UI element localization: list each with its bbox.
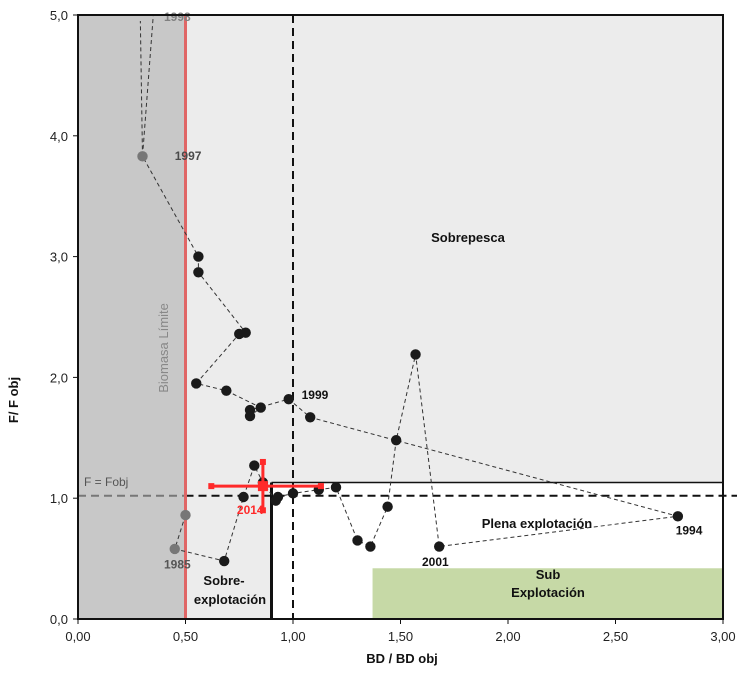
data-point — [244, 410, 256, 422]
data-point — [365, 541, 376, 552]
f-obj-label: F = Fobj — [84, 475, 128, 489]
x-tick-label: 0,00 — [65, 629, 90, 644]
y-tick-label: 4,0 — [50, 129, 68, 144]
data-point — [391, 435, 402, 446]
data-point — [219, 555, 230, 567]
data-point — [240, 327, 251, 338]
data-point — [193, 267, 204, 278]
year-label: 1994 — [676, 523, 703, 537]
data-point — [221, 385, 232, 396]
under-exploitation-label: Sub — [536, 567, 561, 582]
current-y-error-cap — [259, 458, 266, 465]
x-tick-label: 1,00 — [280, 629, 305, 644]
trajectory-line-top — [139, 21, 143, 157]
y-tick-label: 3,0 — [50, 250, 68, 265]
year-label: 2001 — [422, 555, 449, 569]
y-axis-title: F/ F obj — [6, 377, 21, 423]
year-label: 1999 — [302, 388, 329, 402]
data-point — [272, 491, 284, 503]
data-point — [193, 251, 204, 262]
full-exploitation-label: Plena explotación — [482, 516, 593, 531]
x-tick-label: 2,50 — [603, 629, 628, 644]
current-x-error-cap — [208, 483, 215, 490]
current-x-error-cap — [317, 483, 324, 490]
data-point — [410, 349, 421, 360]
year-label: 1985 — [164, 557, 191, 571]
data-point — [287, 488, 299, 499]
data-point — [191, 378, 202, 389]
current-year-label: 2014 — [237, 503, 264, 517]
data-point — [255, 402, 266, 413]
x-tick-label: 1,50 — [388, 629, 413, 644]
under-exploitation-zone — [372, 568, 723, 619]
overfishing-label: Sobrepesca — [431, 230, 505, 245]
y-tick-label: 2,0 — [50, 370, 68, 385]
data-point — [382, 501, 393, 512]
data-point — [330, 482, 342, 493]
data-point — [305, 412, 316, 423]
data-point — [169, 543, 180, 555]
over-exploitation-label: explotación — [194, 592, 266, 607]
limit-biomass-zone — [78, 15, 186, 619]
current-y-error-cap — [259, 507, 266, 514]
x-axis-title: BD / BD obj — [366, 651, 438, 666]
data-point — [249, 460, 260, 471]
data-point — [137, 151, 148, 162]
under-exploitation-label: Explotación — [511, 585, 585, 600]
limit-biomass-label: Biomasa Límite — [156, 303, 171, 393]
y-tick-label: 0,0 — [50, 612, 68, 627]
year-label: 1998 — [164, 10, 191, 24]
x-tick-label: 3,00 — [710, 629, 735, 644]
data-point — [238, 491, 249, 503]
current-point — [257, 481, 268, 492]
data-point — [283, 393, 294, 405]
x-tick-label: 2,00 — [495, 629, 520, 644]
y-tick-label: 5,0 — [50, 8, 68, 23]
y-tick-label: 1,0 — [50, 491, 68, 506]
x-tick-label: 0,50 — [173, 629, 198, 644]
data-point — [434, 541, 445, 552]
over-exploitation-label: Sobre- — [203, 573, 244, 588]
data-point — [180, 509, 191, 521]
year-label: 1997 — [175, 149, 202, 163]
data-point — [352, 535, 363, 546]
data-point — [672, 511, 684, 522]
